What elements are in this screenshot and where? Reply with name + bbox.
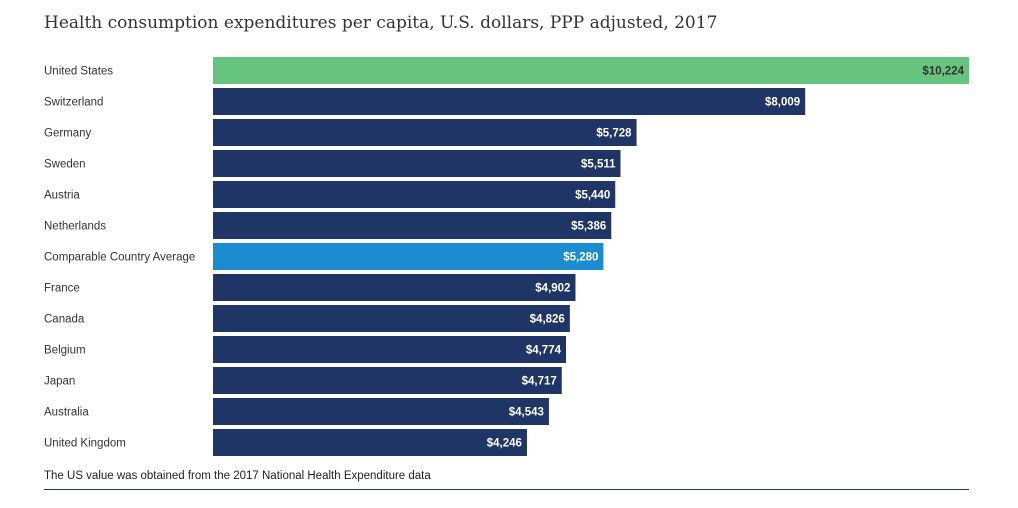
bar-germany [213,119,637,146]
bar-united-kingdom [213,429,527,456]
bar-sweden [213,150,621,177]
value-label-canada: $4,826 [530,314,565,326]
value-label-australia: $4,543 [509,407,544,419]
category-label-united-states: United States [44,66,113,78]
value-label-sweden: $5,511 [581,159,616,171]
category-label-united-kingdom: United Kingdom [44,438,126,450]
category-label-austria: Austria [44,190,80,202]
category-label-switzerland: Switzerland [44,97,103,109]
bottom-rule [44,489,969,490]
bar-australia [213,398,549,425]
category-label-germany: Germany [44,128,92,140]
category-label-australia: Australia [44,407,89,419]
bar-united-states [213,57,969,84]
value-label-netherlands: $5,386 [571,221,606,233]
value-label-japan: $4,717 [522,376,557,388]
bar-switzerland [213,88,806,115]
bar-belgium [213,336,567,363]
chart-note: The US value was obtained from the 2017 … [44,470,431,482]
value-label-comparable-country-average: $5,280 [563,252,598,264]
value-label-switzerland: $8,009 [765,97,800,109]
bar-france [213,274,576,301]
category-label-japan: Japan [44,376,75,388]
value-label-austria: $5,440 [575,190,610,202]
bar-austria [213,181,616,208]
bar-netherlands [213,212,612,239]
chart-title: Health consumption expenditures per capi… [44,13,718,33]
bar-japan [213,367,562,394]
value-label-belgium: $4,774 [526,345,562,357]
category-label-netherlands: Netherlands [44,221,106,233]
category-label-comparable-country-average: Comparable Country Average [44,252,195,264]
bar-comparable-country-average [213,243,604,270]
value-label-united-states: $10,224 [922,66,964,78]
value-label-france: $4,902 [535,283,570,295]
value-label-united-kingdom: $4,246 [487,438,522,450]
bar-canada [213,305,570,332]
category-label-france: France [44,283,80,295]
value-label-germany: $5,728 [596,128,632,140]
category-label-sweden: Sweden [44,159,86,171]
category-label-belgium: Belgium [44,345,86,357]
category-label-canada: Canada [44,314,85,326]
